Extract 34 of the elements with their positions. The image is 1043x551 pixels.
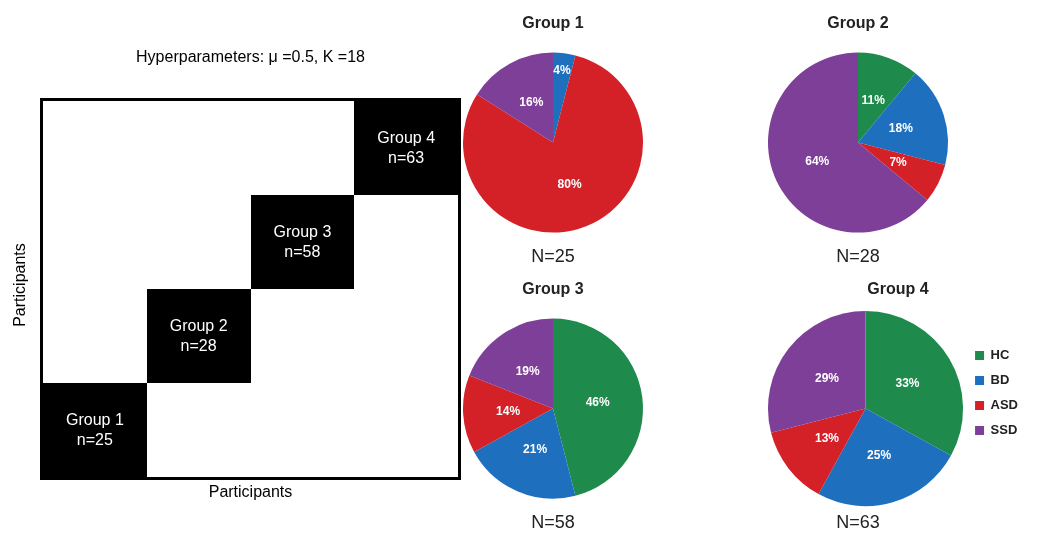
text: Hyperparameters: μ =0.5, K =18 [135,48,366,66]
data-label: 21% [523,442,548,457]
legend-label: BD [990,372,1010,388]
data-label: 64% [805,154,830,169]
chart-title: Group 2 [827,14,889,32]
data-label: 19% [515,363,541,378]
data-label: 18% [888,121,914,136]
text: N=28 [835,246,881,267]
data-label: 16% [519,95,544,110]
legend-label: SSD [990,422,1018,438]
legend-label: ASD [990,397,1019,413]
chart-title: Group 4 [867,280,929,298]
data-label: 33% [895,376,920,391]
data-label: 14% [496,403,521,418]
data-label: 11% [861,92,886,107]
filled-square: Group 2 n=28 [146,289,251,383]
text: N=58 [530,512,576,533]
data-label: 7% [889,155,908,170]
text: Participants [207,483,294,501]
text: N=25 [530,246,576,267]
data-label: 46% [585,395,610,410]
data-label: 80% [557,176,582,191]
filled-square: Group 3 n=58 [250,195,355,289]
data-label: 25% [867,447,892,462]
text: N=63 [835,512,881,533]
data-label: 29% [814,371,840,386]
data-label: 13% [814,430,840,445]
chart-title: Group 1 [522,14,584,32]
text: Participants [11,242,29,329]
legend-label: HC [990,347,1010,363]
chart-title: Group 3 [522,280,584,298]
filled-square: Group 1 n=25 [43,383,147,477]
data-label: 4% [553,63,572,78]
filled-square: Group 4 n=63 [354,101,458,195]
